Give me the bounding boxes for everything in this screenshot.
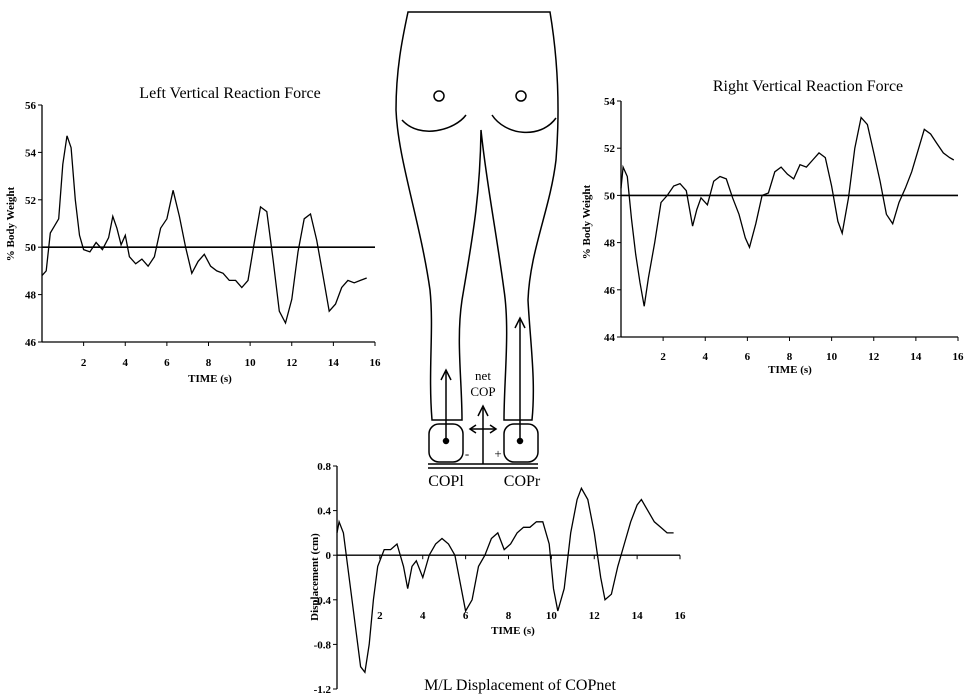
y-tick-label: 0 [326,550,332,562]
chart-title: M/L Displacement of COPnet [424,677,616,694]
y-tick-label: 56 [25,100,37,112]
x-tick-label: 12 [286,357,298,369]
x-tick-label: 4 [420,610,426,622]
y-tick-label: 46 [25,337,37,349]
x-tick-label: 10 [245,357,257,369]
x-tick-label: 6 [463,610,469,622]
chart-title: Left Vertical Reaction Force [139,85,320,102]
y-axis-label: % Body Weight [581,184,593,259]
y-tick-label: 52 [604,143,616,155]
diagram-label: COPl [428,473,464,490]
x-tick-label: 10 [826,351,838,363]
y-tick-label: 54 [604,96,616,108]
y-axis-label: % Body Weight [5,186,17,261]
x-tick-label: 12 [589,610,601,622]
body-diagram [395,11,559,469]
y-tick-label: 50 [604,190,616,202]
x-tick-label: 10 [546,610,558,622]
x-tick-label: 14 [910,351,922,363]
y-tick-label: -1.2 [314,684,332,696]
x-axis-label: TIME (s) [491,625,535,637]
x-axis-label: TIME (s) [188,373,232,385]
x-tick-label: 16 [370,357,382,369]
data-line [41,135,367,325]
x-tick-label: 16 [953,351,965,363]
x-tick-label: 6 [745,351,751,363]
x-tick-label: 2 [377,610,383,622]
data-line [336,486,674,674]
y-tick-label: 50 [25,242,37,254]
y-tick-label: 0.4 [317,506,331,518]
chart-title: Right Vertical Reaction Force [713,78,903,95]
diagram-label: COPr [504,473,541,490]
y-tick-label: 54 [25,147,37,159]
x-tick-label: 8 [506,610,512,622]
diagram-label: - [465,446,469,461]
y-tick-label: 44 [604,332,616,344]
y-tick-label: 46 [604,285,616,297]
x-tick-label: 16 [675,610,687,622]
x-tick-label: 14 [328,357,340,369]
x-axis-label: TIME (s) [768,364,812,376]
x-tick-label: 8 [206,357,212,369]
diagram-label: COP [470,384,495,399]
x-tick-label: 14 [632,610,644,622]
diagram-label: net [475,368,491,383]
diagram-label: + [494,446,501,461]
x-tick-label: 8 [787,351,793,363]
x-tick-label: 2 [660,351,666,363]
y-tick-label: -0.8 [314,639,332,651]
data-line [620,116,955,307]
y-tick-label: -0.4 [314,595,332,607]
y-tick-label: 0.8 [317,461,331,473]
x-tick-label: 6 [164,357,170,369]
x-tick-label: 2 [81,357,87,369]
y-axis-label: Displacement (cm) [309,533,321,621]
y-tick-label: 52 [25,195,37,207]
y-tick-label: 48 [25,290,37,302]
x-tick-label: 4 [123,357,129,369]
x-tick-label: 12 [868,351,880,363]
x-tick-label: 4 [703,351,709,363]
y-tick-label: 48 [604,238,616,250]
